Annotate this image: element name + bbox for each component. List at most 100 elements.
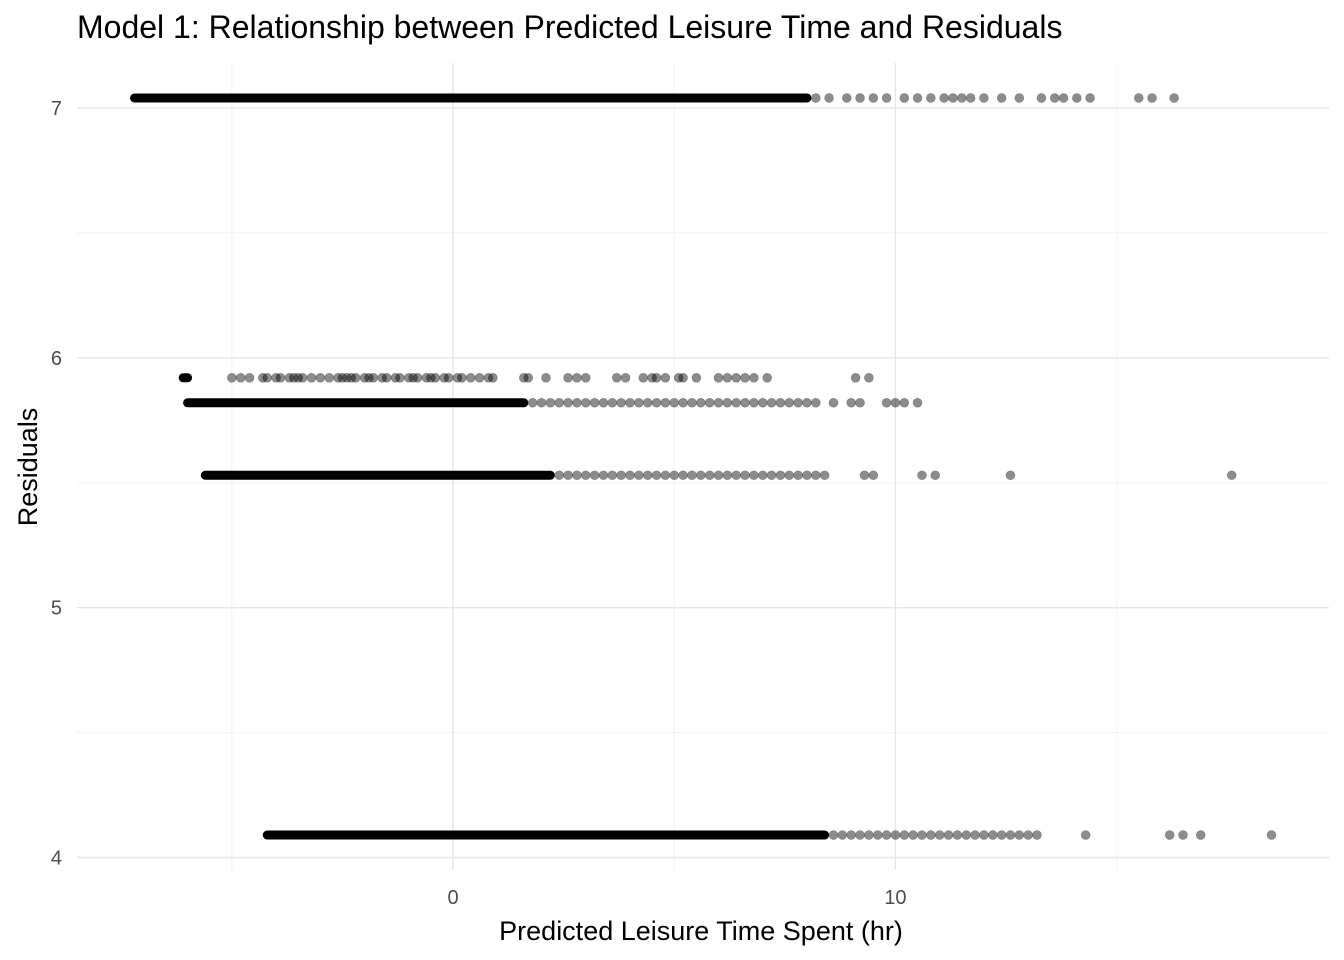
data-point <box>465 373 476 383</box>
data-point <box>757 470 768 481</box>
data-point <box>616 470 626 481</box>
data-point <box>634 397 644 408</box>
data-point <box>678 373 688 383</box>
y-tick-label: 4 <box>51 848 62 870</box>
data-point <box>545 397 556 408</box>
data-point <box>987 830 998 840</box>
data-point <box>740 397 750 408</box>
data-point <box>554 397 565 408</box>
data-point <box>364 373 374 383</box>
y-tick-label: 5 <box>51 598 62 620</box>
data-point <box>262 373 273 383</box>
data-point <box>757 397 768 408</box>
data-point <box>642 470 653 481</box>
data-point <box>899 93 910 103</box>
data-point <box>1005 830 1016 840</box>
data-point <box>802 470 812 481</box>
data-point <box>651 373 662 383</box>
data-point <box>695 470 706 481</box>
data-point <box>523 373 534 383</box>
data-point <box>793 470 803 481</box>
data-point <box>408 373 419 383</box>
data-point <box>912 397 923 408</box>
data-point <box>881 397 892 408</box>
data-point <box>965 93 976 103</box>
data-point <box>412 373 423 383</box>
data-point <box>350 373 361 383</box>
data-point <box>457 373 467 383</box>
data-point <box>722 470 733 481</box>
data-point <box>1058 93 1069 103</box>
data-point <box>731 373 741 383</box>
data-point <box>297 373 308 383</box>
data-point <box>926 830 936 840</box>
data-point <box>890 397 901 408</box>
data-point <box>572 397 582 408</box>
grid-lines <box>77 63 1329 870</box>
data-point <box>908 830 918 840</box>
data-point <box>939 93 949 103</box>
data-point <box>819 470 830 481</box>
data-point <box>342 373 352 383</box>
data-point <box>1080 830 1091 840</box>
data-point <box>541 373 551 383</box>
data-point <box>1195 830 1206 840</box>
data-point <box>333 373 343 383</box>
data-point <box>607 397 618 408</box>
data-point <box>634 470 644 481</box>
data-point <box>421 373 432 383</box>
data-point <box>917 830 927 840</box>
data-point <box>837 830 848 840</box>
data-point <box>284 373 295 383</box>
data-point <box>580 397 591 408</box>
data-point <box>846 397 857 408</box>
data-point <box>996 830 1007 840</box>
y-tick-label: 6 <box>51 348 62 370</box>
x-axis-label: Predicted Leisure Time Spent (hr) <box>499 916 903 946</box>
data-point <box>943 830 954 840</box>
data-point <box>258 373 268 383</box>
data-point <box>244 373 255 383</box>
data-point <box>488 373 498 383</box>
data-point <box>868 93 879 103</box>
data-point <box>288 373 299 383</box>
data-point <box>642 397 653 408</box>
data-point <box>673 373 684 383</box>
data-point <box>395 373 405 383</box>
data-point <box>713 373 724 383</box>
data-point <box>647 373 657 383</box>
data-point <box>651 397 662 408</box>
data-point <box>899 830 910 840</box>
data-point <box>713 470 724 481</box>
data-point <box>855 93 865 103</box>
data-point <box>766 470 777 481</box>
data-point <box>713 397 724 408</box>
data-point <box>917 470 927 481</box>
data-point <box>611 373 622 383</box>
data-point <box>828 397 839 408</box>
data-point <box>749 397 759 408</box>
data-point <box>337 373 348 383</box>
data-point <box>1226 470 1237 481</box>
data-point <box>580 373 591 383</box>
data-point <box>775 470 786 481</box>
data-point <box>678 397 688 408</box>
data-point <box>1036 93 1047 103</box>
data-point <box>1178 830 1188 840</box>
data-points <box>130 93 1277 840</box>
data-point <box>1005 470 1016 481</box>
data-point <box>841 93 852 103</box>
data-point <box>855 397 865 408</box>
data-point <box>704 470 715 481</box>
data-point <box>275 373 286 383</box>
data-point <box>1014 830 1025 840</box>
data-point <box>580 470 591 481</box>
data-point <box>572 470 582 481</box>
data-point <box>687 470 697 481</box>
y-axis-label: Residuals <box>13 408 43 527</box>
data-point <box>1169 93 1179 103</box>
data-point <box>1085 93 1095 103</box>
data-point <box>563 470 573 481</box>
data-point <box>784 470 795 481</box>
data-point <box>359 373 370 383</box>
